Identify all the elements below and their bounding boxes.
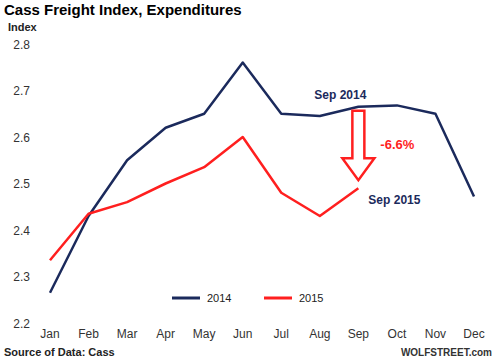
title: Cass Freight Index, Expenditures — [4, 1, 242, 18]
y-tick-label: 2.3 — [13, 270, 30, 284]
x-tick-label: May — [193, 327, 216, 341]
lines — [50, 63, 474, 293]
chart: Cass Freight Index, Expenditures Index 2.2… — [0, 0, 496, 362]
y-tick-label: 2.2 — [13, 317, 30, 331]
x-tick-label: Aug — [309, 327, 330, 341]
y-tick — [34, 44, 36, 45]
y-tick — [34, 137, 36, 138]
y-tick-label: 2.4 — [13, 224, 30, 238]
x-tick-label: Sep — [348, 327, 370, 341]
arrow — [342, 111, 374, 180]
legend-label: 2015 — [299, 292, 323, 304]
y-tick-label: 2.5 — [13, 177, 30, 191]
x-tick-label: Jul — [274, 327, 289, 341]
y-axis-label: Index — [8, 21, 38, 33]
x-tick-label: Dec — [463, 327, 484, 341]
annotation: Sep 2015 — [368, 193, 420, 207]
y-tick — [34, 230, 36, 231]
x-tick-label: Feb — [78, 327, 99, 341]
y-tick-label: 2.8 — [13, 38, 30, 52]
y-tick — [34, 276, 36, 277]
legend-swatch — [172, 297, 200, 300]
source: Source of Data: Cass — [4, 346, 115, 358]
y-tick-label: 2.6 — [13, 131, 30, 145]
y-tick — [34, 323, 36, 324]
annotation: Sep 2014 — [314, 88, 366, 102]
legend-swatch — [264, 297, 292, 300]
x-tick-label: Apr — [156, 327, 175, 341]
line-series — [50, 137, 358, 260]
x-tick-label: Nov — [425, 327, 446, 341]
line-series — [50, 63, 474, 293]
x-tick-label: Jun — [233, 327, 252, 341]
y-tick — [34, 90, 36, 91]
x-tick-label: Jan — [40, 327, 59, 341]
annotation: -6.6% — [380, 137, 414, 152]
y-tick-label: 2.7 — [13, 84, 30, 98]
y-tick — [34, 183, 36, 184]
x-tick-label: Oct — [388, 327, 407, 341]
credit: WOLFSTREET.com — [401, 347, 492, 358]
x-tick-label: Mar — [117, 327, 138, 341]
legend-label: 2014 — [207, 292, 231, 304]
